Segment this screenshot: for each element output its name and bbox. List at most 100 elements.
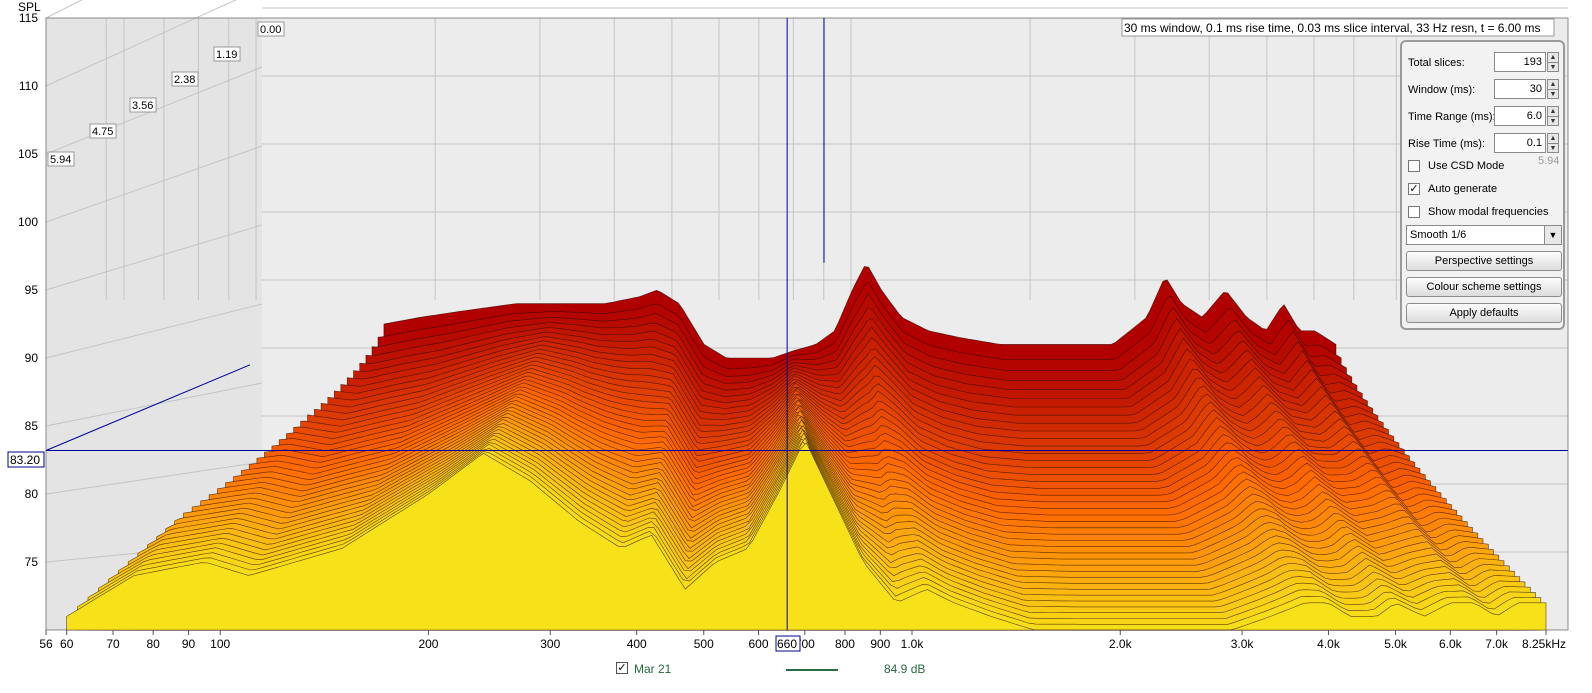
auto-generate-label: Auto generate [1428, 183, 1498, 195]
spin-down-icon[interactable]: ▼ [1548, 62, 1558, 71]
x-tick-label: 800 [835, 637, 855, 651]
rise-time-spinner[interactable]: ▲ ▼ [1547, 133, 1559, 153]
time-label-box [89, 123, 117, 139]
legend-trace-line [786, 669, 838, 671]
y-tick-label: 80 [25, 487, 39, 501]
time-label-box [213, 46, 241, 62]
cursor-depth-line [45, 364, 251, 451]
spin-down-icon[interactable]: ▼ [1548, 116, 1558, 125]
x-tick-label: 7.0k [1485, 637, 1509, 651]
time-axis-labels: 0.00 1.19 2.38 3.56 4.75 5.94 [47, 21, 285, 167]
use-csd-mode-label: Use CSD Mode [1428, 160, 1505, 172]
x-tick-label: 56 [39, 637, 53, 651]
use-csd-mode-checkbox[interactable] [1408, 160, 1420, 172]
grid-line-depth [45, 145, 263, 223]
time-range-input[interactable]: 6.0 [1494, 106, 1546, 126]
time-label-box [47, 151, 75, 167]
y-tick-label: 105 [18, 147, 38, 161]
y-tick-label: 110 [19, 79, 38, 93]
x-tick-label: 8.25kHz [1522, 637, 1566, 651]
time-label: 2.38 [174, 74, 195, 86]
x-tick-label: 100 [210, 637, 230, 651]
grid-line-depth [45, 382, 263, 427]
time-range-row: Time Range (ms): 6.0 ▲ ▼ [1408, 106, 1560, 128]
rise-time-label: Rise Time (ms): [1408, 138, 1485, 150]
x-tick-label: 600 [749, 637, 769, 651]
cursor-y-readout-box [7, 451, 45, 468]
x-tick-label: 6.0k [1439, 637, 1463, 651]
window-input[interactable]: 30 [1494, 79, 1546, 99]
smoothing-select[interactable]: Smooth 1/6 ▼ [1406, 225, 1562, 245]
y-axis-label: SPL [18, 0, 41, 14]
apply-defaults-button[interactable]: Apply defaults [1406, 303, 1562, 323]
show-modal-checkbox[interactable] [1408, 206, 1420, 218]
legend-label: Mar 21 [634, 662, 672, 676]
spin-up-icon[interactable]: ▲ [1549, 108, 1557, 115]
cursor-lines [45, 18, 1568, 630]
auto-generate-row[interactable]: ✓ Auto generate [1408, 181, 1560, 199]
cursor-x-readout: 660 [777, 637, 797, 651]
grid-line-depth [45, 0, 237, 87]
x-tick-label: 1.0k [901, 637, 925, 651]
grid-line-depth [45, 461, 263, 495]
y-tick-label: 90 [25, 351, 39, 365]
legend-checkbox[interactable]: ✓ [616, 662, 628, 674]
x-tick-label: 2.0k [1109, 637, 1133, 651]
x-tick-label: 5.0k [1384, 637, 1408, 651]
x-tick-label: 4.0k [1317, 637, 1341, 651]
x-tick-label: 70 [106, 637, 120, 651]
x-tick-label: 900 [870, 637, 890, 651]
grid-line-depth [45, 224, 263, 291]
y-tick-label: 85 [25, 419, 39, 433]
spin-up-icon[interactable]: ▲ [1549, 135, 1557, 142]
x-tick-label: 400 [627, 637, 647, 651]
time-label: 1.19 [216, 49, 237, 61]
window-label: Window (ms): [1408, 84, 1476, 96]
legend-value: 84.9 dB [884, 662, 926, 676]
chevron-down-icon[interactable]: ▼ [1544, 226, 1561, 244]
spin-down-icon[interactable]: ▼ [1548, 143, 1558, 152]
x-tick-label: 90 [182, 637, 196, 651]
y-tick-label: 115 [19, 11, 38, 25]
grid-line-depth [45, 303, 263, 359]
x-tick-label: 60 [60, 637, 74, 651]
header-info-box [1121, 18, 1555, 37]
show-modal-row[interactable]: Show modal frequencies [1408, 204, 1560, 222]
total-slices-label: Total slices: [1408, 57, 1465, 69]
time-range-spinner[interactable]: ▲ ▼ [1547, 106, 1559, 126]
y-axis-ticks: 75 80 85 90 95 100 105 110 115 [18, 11, 38, 569]
colour-scheme-settings-button[interactable]: Colour scheme settings [1406, 277, 1562, 297]
cursor-y-readout: 83.20 [10, 453, 40, 467]
total-slices-row: Total slices: 193 ▲ ▼ [1408, 52, 1560, 74]
y-tick-label: 75 [25, 555, 39, 569]
spin-down-icon[interactable]: ▼ [1548, 89, 1558, 98]
spin-up-icon[interactable]: ▲ [1549, 81, 1557, 88]
time-label: 0.00 [260, 24, 281, 36]
smoothing-value: Smooth 1/6 [1410, 229, 1467, 241]
x-tick-label: 300 [540, 637, 560, 651]
show-modal-label: Show modal frequencies [1428, 206, 1549, 218]
hidden-time-label: 5.94 [1538, 155, 1560, 167]
time-label-box [257, 21, 285, 37]
total-slices-spinner[interactable]: ▲ ▼ [1547, 52, 1559, 72]
rise-time-input[interactable]: 0.1 [1494, 133, 1546, 153]
waterfall-slices [66, 266, 1547, 631]
use-csd-mode-row[interactable]: Use CSD Mode [1408, 158, 1560, 176]
x-tick-label: 80 [146, 637, 160, 651]
time-label: 3.56 [132, 100, 153, 112]
spin-up-icon[interactable]: ▲ [1549, 54, 1557, 61]
auto-generate-checkbox[interactable]: ✓ [1408, 183, 1420, 195]
window-spinner[interactable]: ▲ ▼ [1547, 79, 1559, 99]
time-label-box [171, 71, 199, 87]
rise-time-row: Rise Time (ms): 0.1 ▲ ▼ [1408, 133, 1560, 155]
total-slices-input[interactable]: 193 [1494, 52, 1546, 72]
header-info: 30 ms window, 0.1 ms rise time, 0.03 ms … [1124, 21, 1541, 35]
slice-40 [66, 442, 1547, 631]
time-label-box [129, 97, 157, 113]
time-label: 5.94 [50, 154, 71, 166]
cursor-x-readout-box [775, 635, 801, 652]
time-label: 4.75 [92, 126, 113, 138]
x-axis-ticks: 56 60 70 80 90 100 200 300 400 500 600 700 800 900 1.0… [39, 630, 1566, 651]
perspective-settings-button[interactable]: Perspective settings [1406, 251, 1562, 271]
time-range-label: Time Range (ms): [1408, 111, 1496, 123]
